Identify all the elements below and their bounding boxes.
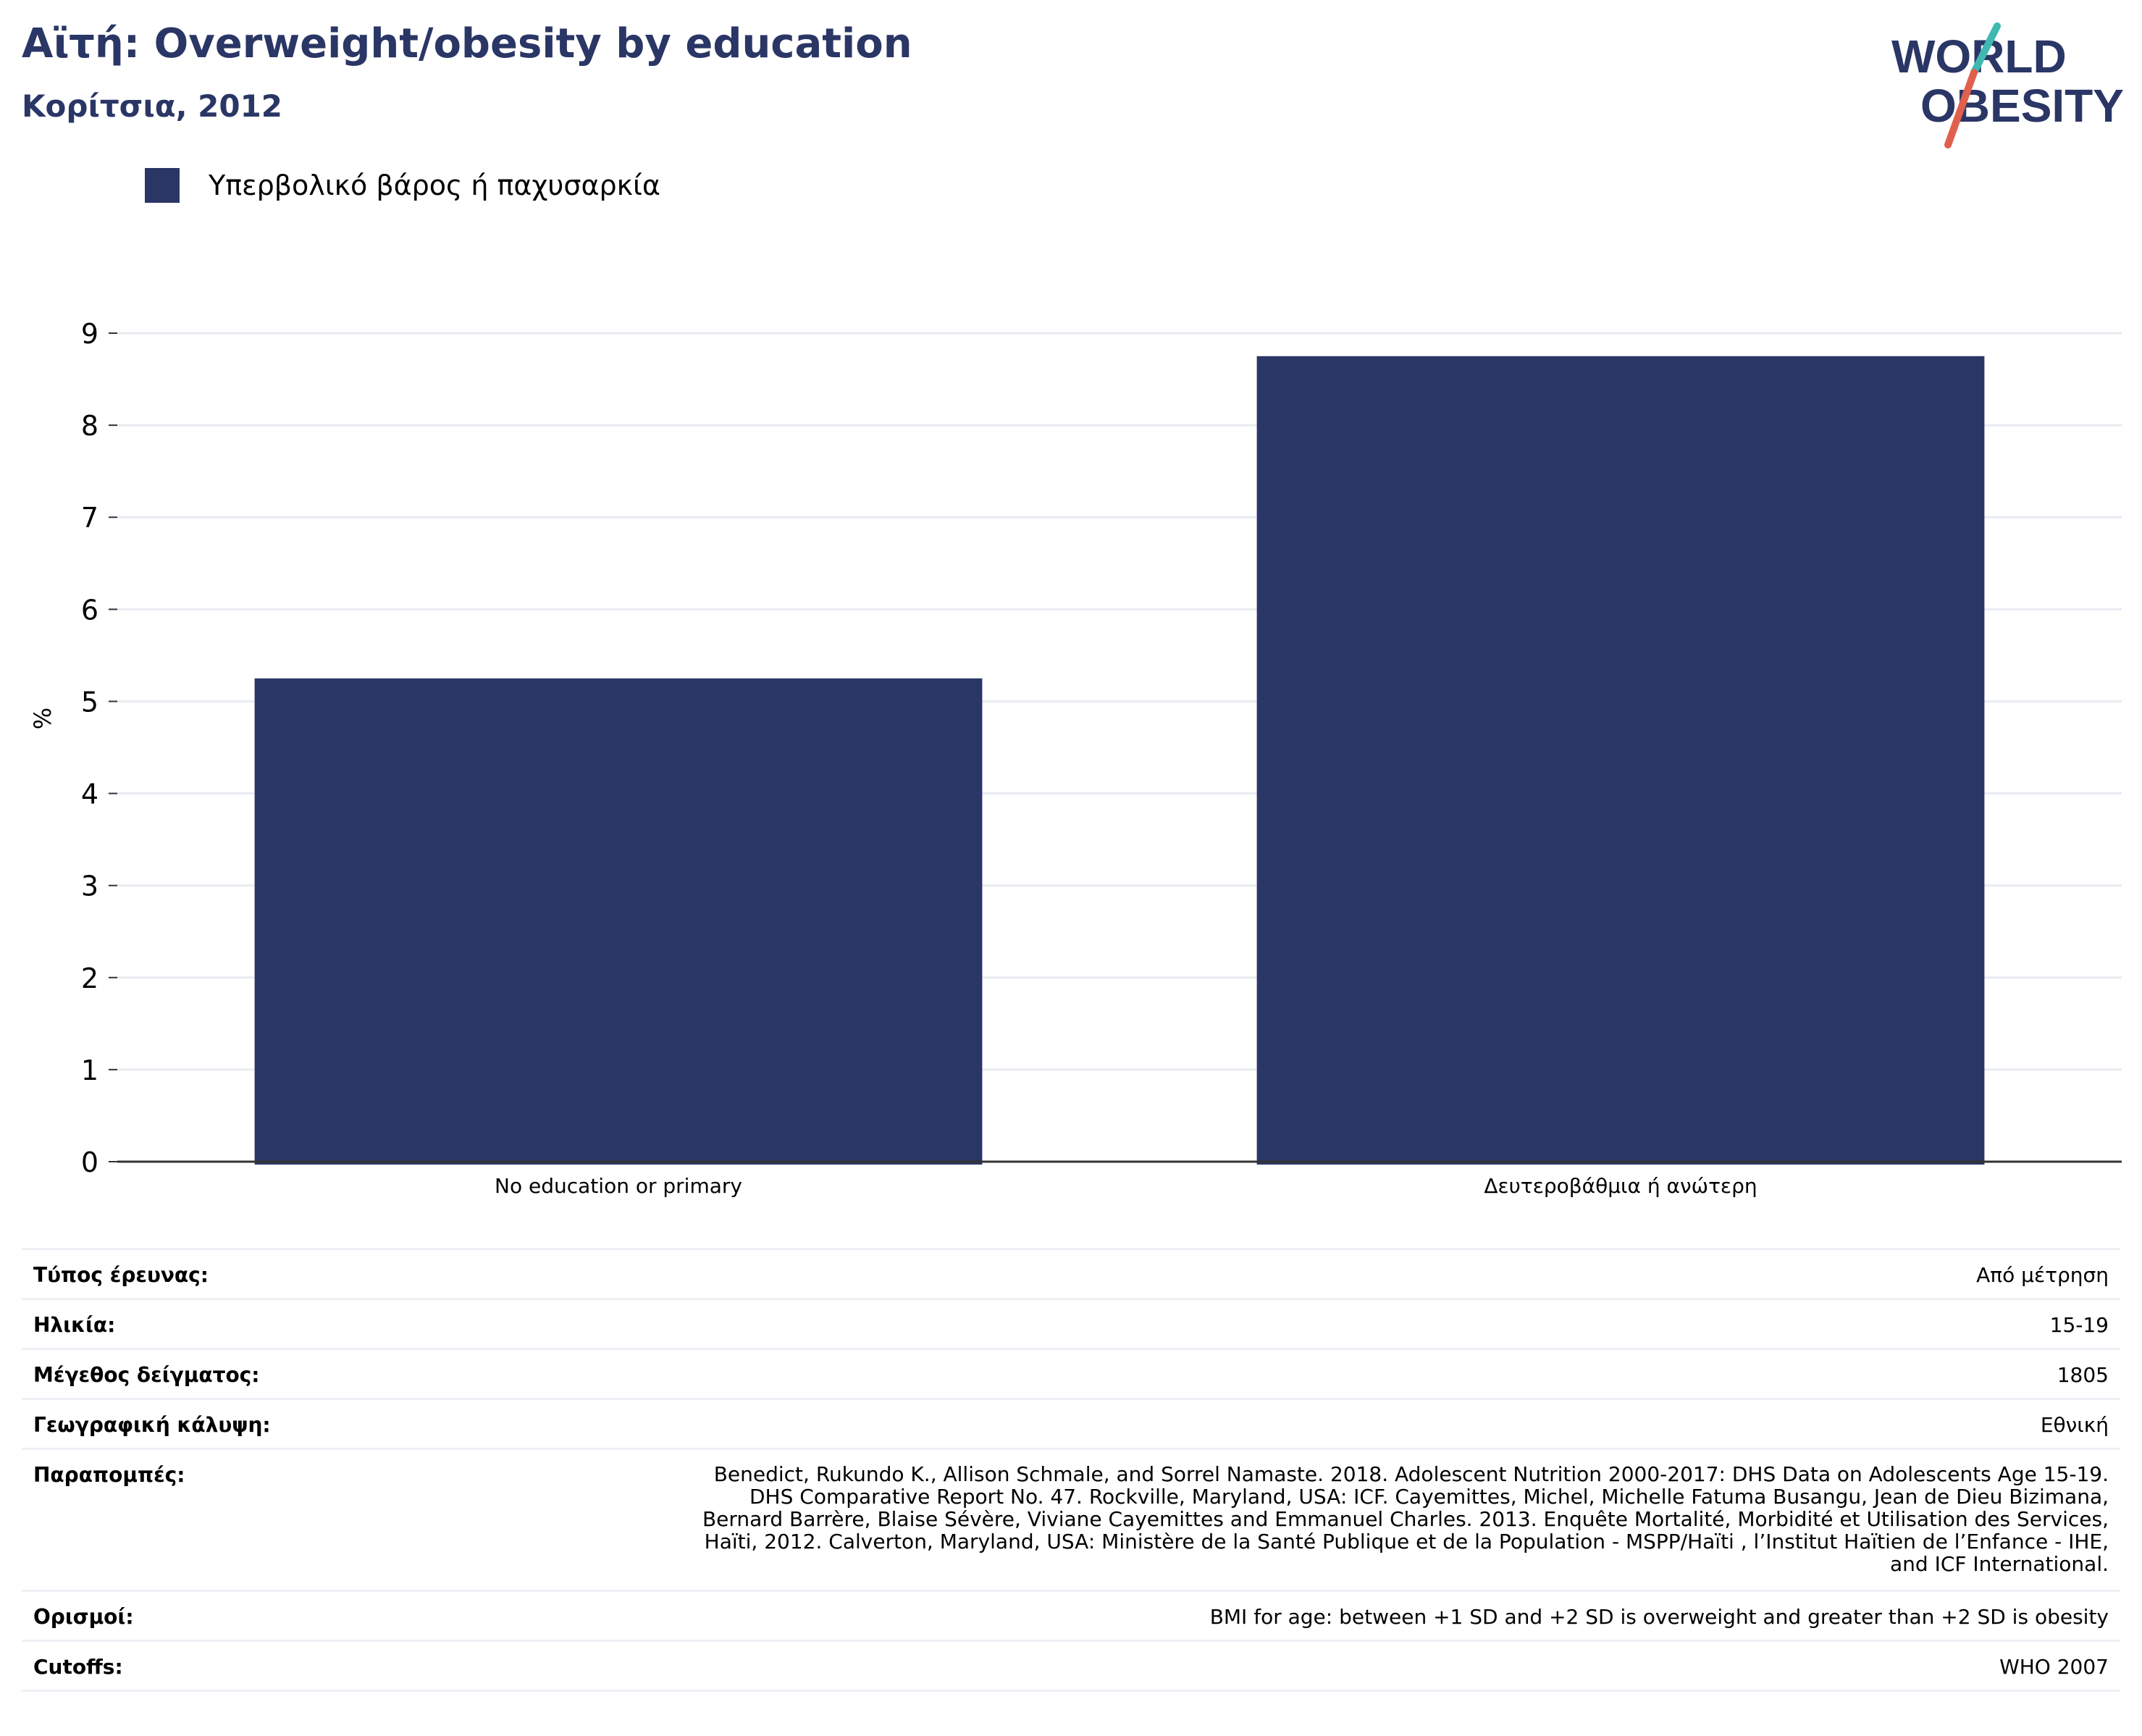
info-label: Ηλικία: (33, 1313, 116, 1337)
reference-line: and ICF International. (1890, 1552, 2109, 1576)
reference-line: Bernard Barrère, Blaise Sévère, Viviane … (702, 1507, 2109, 1531)
y-tick-label: 7 (81, 502, 98, 534)
info-value: 1805 (2057, 1363, 2109, 1387)
y-tick-label: 0 (81, 1146, 98, 1178)
info-row-age: Ηλικία: 15-19 (22, 1299, 2120, 1349)
info-label: Μέγεθος δείγματος: (33, 1363, 260, 1387)
info-row-cutoffs: Cutoffs: WHO 2007 (22, 1640, 2120, 1691)
legend-label: Υπερβολικό βάρος ή παχυσαρκία (209, 169, 660, 201)
info-label: Γεωγραφική κάλυψη: (33, 1413, 271, 1437)
info-row-references: Παραπομπές: Benedict, Rukundo K., Alliso… (22, 1448, 2120, 1591)
y-tick-label: 4 (81, 779, 98, 810)
info-label: Τύπος έρευνας: (33, 1263, 209, 1287)
bar (254, 678, 983, 1165)
chart-legend: Υπερβολικό βάρος ή παχυσαρκία (145, 168, 660, 203)
info-value: BMI for age: between +1 SD and +2 SD is … (1209, 1605, 2109, 1629)
info-value: Εθνική (2040, 1413, 2109, 1437)
info-row-definitions: Ορισμοί: BMI for age: between +1 SD and … (22, 1590, 2120, 1641)
logo-slash-bottom (1944, 69, 1978, 148)
legend-swatch (145, 168, 180, 203)
bar (1256, 356, 1985, 1165)
y-tick-label: 9 (81, 318, 98, 350)
info-row-sample-size: Μέγεθος δείγματος: 1805 (22, 1349, 2120, 1399)
bar-chart: 0 1 2 3 4 5 6 7 8 9% No education or primary Δευτερ… (29, 318, 2122, 1198)
chart-title: Αϊτή: Overweight/obesity by education (22, 20, 912, 67)
y-tick-label: 3 (81, 871, 98, 902)
info-label: Ορισμοί: (33, 1605, 134, 1629)
info-row-survey-type: Τύπος έρευνας: Από μέτρηση (22, 1249, 2120, 1299)
info-row-coverage: Γεωγραφική κάλυψη: Εθνική (22, 1399, 2120, 1449)
y-tick-label: 2 (81, 963, 98, 994)
reference-line: Haïti, 2012. Calverton, Maryland, USA: M… (704, 1530, 2109, 1553)
info-label: Cutoffs: (33, 1655, 123, 1679)
y-tick-label: 6 (81, 594, 98, 626)
info-label: Παραπομπές: (33, 1463, 185, 1487)
y-axis-label: % (29, 708, 56, 729)
world-obesity-logo: WORLD OBESITY (1891, 22, 2124, 148)
y-tick-label: 8 (81, 410, 98, 442)
logo-slash-top (1970, 22, 2001, 76)
x-tick-label: No education or primary (495, 1174, 742, 1198)
info-value: Από μέτρηση (1976, 1263, 2109, 1287)
chart-subtitle: Κορίτσια, 2012 (22, 88, 283, 124)
info-value: WHO 2007 (1999, 1655, 2109, 1679)
references-text: Benedict, Rukundo K., Allison Schmale, a… (384, 1449, 2120, 1591)
y-tick-label: 5 (81, 686, 98, 718)
info-value: 15-19 (2049, 1313, 2109, 1337)
x-tick-label: Δευτεροβάθμια ή ανώτερη (1484, 1174, 1757, 1198)
reference-line: Benedict, Rukundo K., Allison Schmale, a… (713, 1462, 2109, 1486)
survey-info-table: Τύπος έρευνας: Από μέτρηση Ηλικία: 15-19… (22, 1248, 2120, 1692)
reference-line: DHS Comparative Report No. 47. Rockville… (749, 1485, 2109, 1509)
y-tick-label: 1 (81, 1054, 98, 1086)
